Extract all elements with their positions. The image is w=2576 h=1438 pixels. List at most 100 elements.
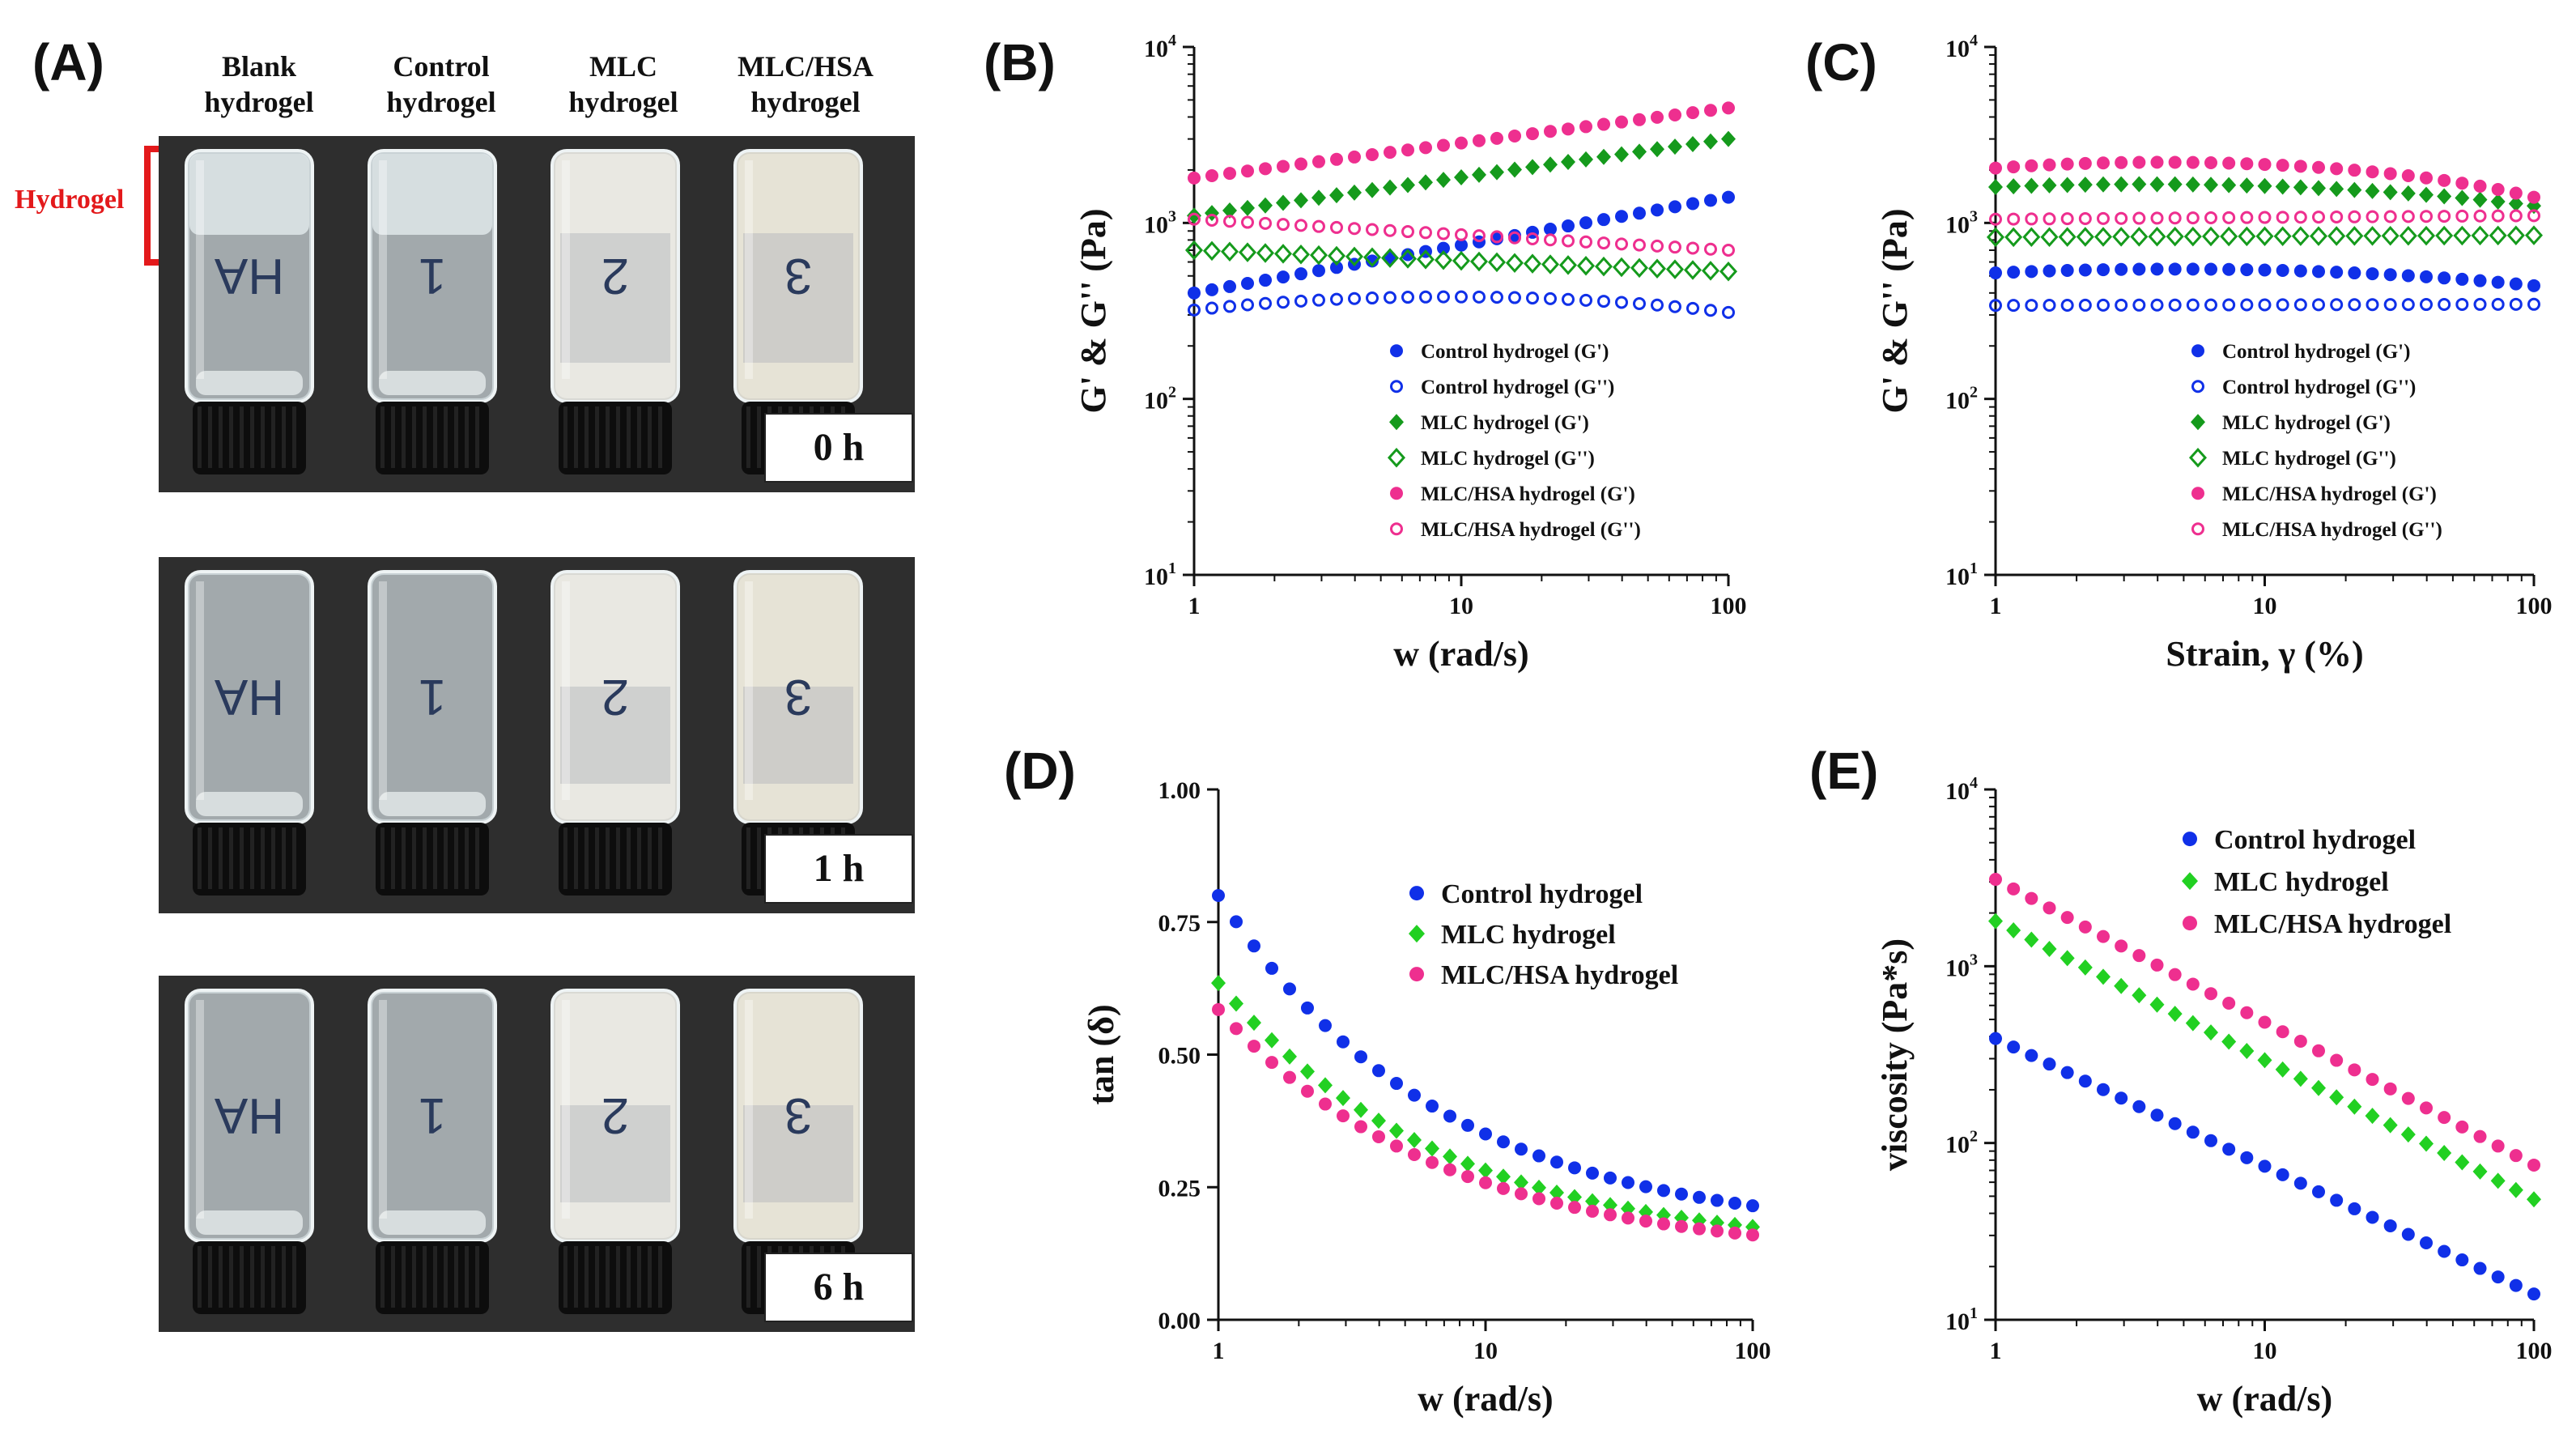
- data-point: [2527, 190, 2540, 204]
- data-point: [2366, 1073, 2379, 1087]
- data-point: [1273, 244, 1293, 264]
- data-point: [1348, 291, 1361, 305]
- data-point: [2473, 1261, 2487, 1275]
- data-point: [2401, 269, 2415, 283]
- data-point: [2293, 1035, 2307, 1049]
- data-point: [1336, 1090, 1350, 1107]
- data-point: [2437, 1144, 2452, 1161]
- series-2: [1187, 130, 1736, 224]
- data-point: [1685, 135, 1700, 152]
- chart-d: 1 10 100 0.00 0.25 0.50 0.75 1.00 w (rad/s) tan (…: [1082, 777, 1771, 1419]
- data-point: [2471, 225, 2489, 246]
- data-point: [2473, 297, 2487, 311]
- data-point: [2490, 1172, 2506, 1189]
- data-point: [2383, 210, 2397, 223]
- data-point: [2509, 277, 2523, 291]
- data-point: [2491, 275, 2505, 289]
- data-point: [2204, 177, 2218, 194]
- data-point: [2043, 299, 2056, 313]
- data-point: [1384, 146, 1396, 160]
- data-point: [1722, 101, 1735, 115]
- data-point: [2347, 181, 2362, 198]
- legend-label: Control hydrogel (G'): [1421, 341, 1609, 363]
- data-point: [1294, 157, 1307, 171]
- data-point: [1277, 160, 1290, 173]
- data-point: [1549, 1184, 1564, 1201]
- data-point: [2311, 1079, 2326, 1096]
- data-point: [2022, 227, 2041, 248]
- data-point: [1473, 290, 1486, 304]
- data-point: [2527, 1191, 2541, 1208]
- legend-marker: [2191, 380, 2204, 394]
- data-point: [2097, 211, 2110, 225]
- data-point: [1408, 1088, 1421, 1102]
- data-point: [2435, 225, 2454, 246]
- data-point: [2275, 178, 2290, 195]
- data-point: [2276, 211, 2289, 224]
- data-point: [1455, 228, 1468, 241]
- data-point: [1668, 300, 1681, 313]
- data-point: [1615, 237, 1628, 251]
- data-point: [1347, 184, 1362, 201]
- data-point: [1604, 1171, 1617, 1185]
- data-point: [2204, 1134, 2217, 1147]
- data-point: [2132, 155, 2146, 169]
- data-point: [2330, 298, 2344, 312]
- data-point: [2060, 212, 2074, 226]
- x-tick-label: 10: [1449, 593, 1473, 619]
- data-point: [2293, 1176, 2307, 1190]
- data-point: [2077, 959, 2093, 976]
- data-point: [1461, 1118, 1474, 1132]
- x-tick-label: 10: [2253, 1338, 2277, 1364]
- y-tick-label: 0.00: [1158, 1308, 1201, 1334]
- data-point: [1614, 146, 1629, 163]
- column-header-line2: hydrogel: [386, 86, 496, 118]
- data-point: [2348, 1202, 2361, 1215]
- y-tick-label: 104: [1144, 32, 1176, 62]
- data-point: [1622, 1211, 1634, 1225]
- legend-label: MLC hydrogel (G''): [1421, 448, 1595, 470]
- legend-label: MLC/HSA hydrogel (G''): [1421, 519, 1641, 541]
- data-point: [2060, 298, 2074, 312]
- data-point: [2060, 1066, 2074, 1079]
- data-point: [2115, 298, 2128, 312]
- data-point: [1212, 889, 1225, 902]
- data-point: [1665, 259, 1685, 279]
- data-point: [1615, 210, 1628, 223]
- data-point: [2276, 264, 2289, 278]
- data-point: [1223, 300, 1236, 313]
- data-point: [2524, 225, 2544, 245]
- data-point: [1443, 1163, 1456, 1176]
- data-point: [2025, 265, 2038, 279]
- data-point: [2258, 158, 2272, 172]
- data-point: [2276, 1168, 2289, 1181]
- data-point: [1579, 293, 1592, 307]
- data-point: [1229, 995, 1243, 1012]
- data-point: [1372, 1064, 1385, 1078]
- data-point: [2077, 177, 2093, 194]
- data-point: [2366, 210, 2379, 223]
- data-point: [1615, 296, 1628, 309]
- legend: Control hydrogel MLC hydrogel MLC/HSA hydr…: [1409, 879, 1678, 990]
- data-point: [2473, 1130, 2487, 1143]
- legend-marker: [2183, 916, 2197, 931]
- data-point: [2508, 1181, 2523, 1198]
- y-tick-label: 103: [1945, 207, 1978, 238]
- data-point: [2168, 155, 2182, 169]
- data-point: [2438, 173, 2451, 187]
- data-point: [2348, 210, 2361, 223]
- data-point: [1507, 161, 1522, 178]
- svg-text:2: 2: [601, 1087, 629, 1143]
- data-point: [1490, 131, 1503, 145]
- data-point: [1650, 141, 1664, 158]
- data-point: [1301, 1084, 1314, 1098]
- y-axis-title: G' & G'' (Pa): [1875, 209, 1915, 414]
- x-tick-label: 10: [1473, 1338, 1498, 1364]
- x-axis-title: w (rad/s): [1393, 634, 1528, 674]
- data-point: [2381, 226, 2400, 246]
- data-point: [2489, 225, 2507, 246]
- data-point: [2222, 996, 2236, 1010]
- data-point: [2383, 298, 2397, 312]
- data-point: [2042, 940, 2057, 957]
